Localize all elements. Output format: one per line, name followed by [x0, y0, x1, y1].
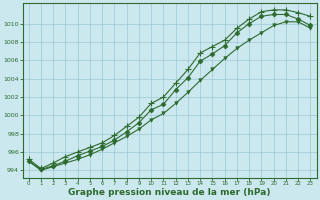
- X-axis label: Graphe pression niveau de la mer (hPa): Graphe pression niveau de la mer (hPa): [68, 188, 271, 197]
